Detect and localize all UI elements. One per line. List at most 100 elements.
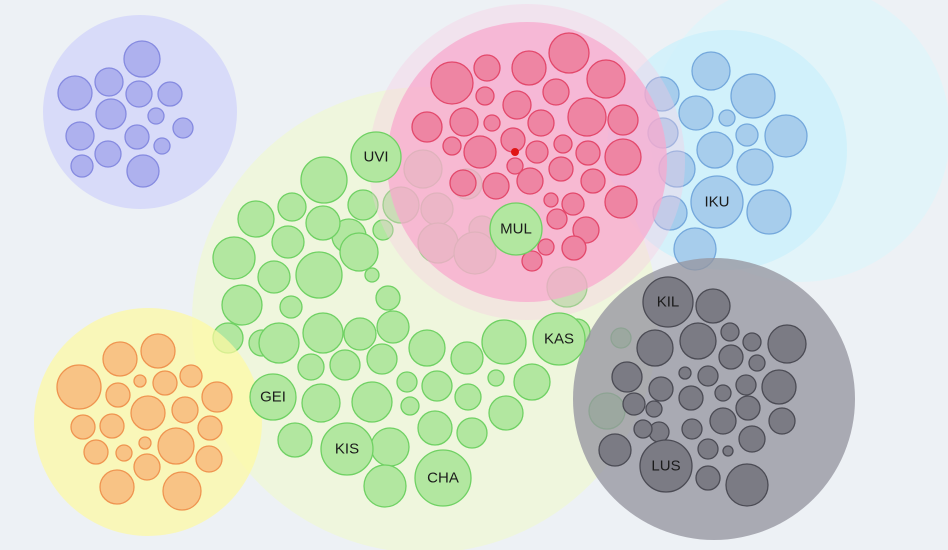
bubble-purple[interactable]: [124, 124, 150, 150]
bubble-green[interactable]: [396, 371, 418, 393]
bubble-pink[interactable]: [511, 50, 547, 86]
bubble-pink[interactable]: [553, 134, 573, 154]
bubble-gray[interactable]: [697, 438, 719, 460]
bubble-purple[interactable]: [57, 75, 93, 111]
bubble-blue[interactable]: [678, 95, 714, 131]
bubble-green[interactable]: [376, 310, 410, 344]
labeled-bubble-kil[interactable]: [642, 276, 694, 328]
bubble-purple[interactable]: [70, 154, 94, 178]
bubble-gray[interactable]: [709, 407, 737, 435]
bubble-blue[interactable]: [736, 148, 774, 186]
bubble-pink[interactable]: [525, 140, 549, 164]
bubble-green[interactable]: [421, 370, 453, 402]
bubble-green[interactable]: [347, 189, 379, 221]
bubble-pink[interactable]: [430, 61, 474, 105]
bubble-green[interactable]: [454, 383, 482, 411]
bubble-pink[interactable]: [575, 140, 601, 166]
bubble-green[interactable]: [221, 284, 263, 326]
bubble-green[interactable]: [258, 322, 300, 364]
bubble-blue[interactable]: [718, 109, 736, 127]
bubble-gray[interactable]: [697, 365, 719, 387]
bubble-pink[interactable]: [543, 192, 559, 208]
bubble-blue[interactable]: [746, 189, 792, 235]
bubble-gray[interactable]: [598, 433, 632, 467]
labeled-bubble-lus[interactable]: [639, 439, 693, 493]
bubble-green[interactable]: [366, 343, 398, 375]
bubble-pink[interactable]: [548, 156, 574, 182]
bubble-gray[interactable]: [725, 463, 769, 507]
bubble-orange[interactable]: [115, 444, 133, 462]
bubble-purple[interactable]: [147, 107, 165, 125]
bubble-gray[interactable]: [714, 384, 732, 402]
bubble-orange[interactable]: [138, 436, 152, 450]
bubble-pink[interactable]: [500, 127, 526, 153]
bubble-blue[interactable]: [730, 73, 776, 119]
bubble-pink[interactable]: [537, 238, 555, 256]
bubble-pink[interactable]: [572, 216, 600, 244]
bubble-green[interactable]: [300, 156, 348, 204]
bubble-green[interactable]: [302, 312, 344, 354]
bubble-green[interactable]: [487, 369, 505, 387]
bubble-purple[interactable]: [95, 98, 127, 130]
bubble-gray[interactable]: [645, 400, 663, 418]
bubble-green[interactable]: [212, 236, 256, 280]
bubble-green[interactable]: [297, 353, 325, 381]
bubble-orange[interactable]: [133, 453, 161, 481]
labeled-bubble-uvi[interactable]: [350, 131, 402, 183]
bubble-green[interactable]: [279, 295, 303, 319]
labeled-bubble-gei[interactable]: [249, 373, 297, 421]
bubble-gray[interactable]: [695, 465, 721, 491]
bubble-green[interactable]: [277, 422, 313, 458]
bubble-pink[interactable]: [411, 111, 443, 143]
bubble-blue[interactable]: [735, 123, 759, 147]
bubble-pink[interactable]: [506, 157, 524, 175]
bubble-purple[interactable]: [123, 40, 161, 78]
bubble-pink[interactable]: [561, 235, 587, 261]
bubble-orange[interactable]: [195, 445, 223, 473]
bubble-pink[interactable]: [542, 78, 570, 106]
bubble-gray[interactable]: [678, 366, 692, 380]
bubble-pink[interactable]: [546, 208, 568, 230]
bubble-pink[interactable]: [449, 169, 477, 197]
bubble-gray[interactable]: [768, 407, 796, 435]
bubble-pink[interactable]: [521, 250, 543, 272]
bubble-pink[interactable]: [483, 114, 501, 132]
bubble-gray[interactable]: [695, 288, 731, 324]
bubble-green[interactable]: [329, 349, 361, 381]
bubble-orange[interactable]: [201, 381, 233, 413]
bubble-pink[interactable]: [482, 172, 510, 200]
bubble-green[interactable]: [305, 205, 341, 241]
bubble-pink[interactable]: [473, 54, 501, 82]
bubble-orange[interactable]: [105, 382, 131, 408]
bubble-green[interactable]: [481, 319, 527, 365]
bubble-green[interactable]: [351, 381, 393, 423]
bubble-green[interactable]: [417, 410, 453, 446]
bubble-green[interactable]: [456, 417, 488, 449]
bubble-pink[interactable]: [567, 97, 607, 137]
bubble-pink[interactable]: [586, 59, 626, 99]
labeled-bubble-kis[interactable]: [320, 422, 374, 476]
bubble-green[interactable]: [488, 395, 524, 431]
bubble-purple[interactable]: [94, 67, 124, 97]
bubble-orange[interactable]: [140, 333, 176, 369]
bubble-purple[interactable]: [157, 81, 183, 107]
labeled-bubble-kas[interactable]: [532, 312, 586, 366]
bubble-orange[interactable]: [99, 469, 135, 505]
bubble-purple[interactable]: [172, 117, 194, 139]
bubble-green[interactable]: [370, 427, 410, 467]
bubble-green[interactable]: [364, 267, 380, 283]
bubble-green[interactable]: [295, 251, 343, 299]
bubble-orange[interactable]: [197, 415, 223, 441]
bubble-gray[interactable]: [735, 374, 757, 396]
bubble-pink[interactable]: [548, 32, 590, 74]
bubble-gray[interactable]: [718, 344, 744, 370]
bubble-orange[interactable]: [157, 427, 195, 465]
bubble-gray[interactable]: [748, 354, 766, 372]
bubble-blue[interactable]: [691, 51, 731, 91]
bubble-pink[interactable]: [516, 167, 544, 195]
bubble-pink[interactable]: [527, 109, 555, 137]
bubble-gray[interactable]: [738, 425, 766, 453]
bubble-green[interactable]: [257, 260, 291, 294]
bubble-gray[interactable]: [611, 361, 643, 393]
bubble-green[interactable]: [408, 329, 446, 367]
